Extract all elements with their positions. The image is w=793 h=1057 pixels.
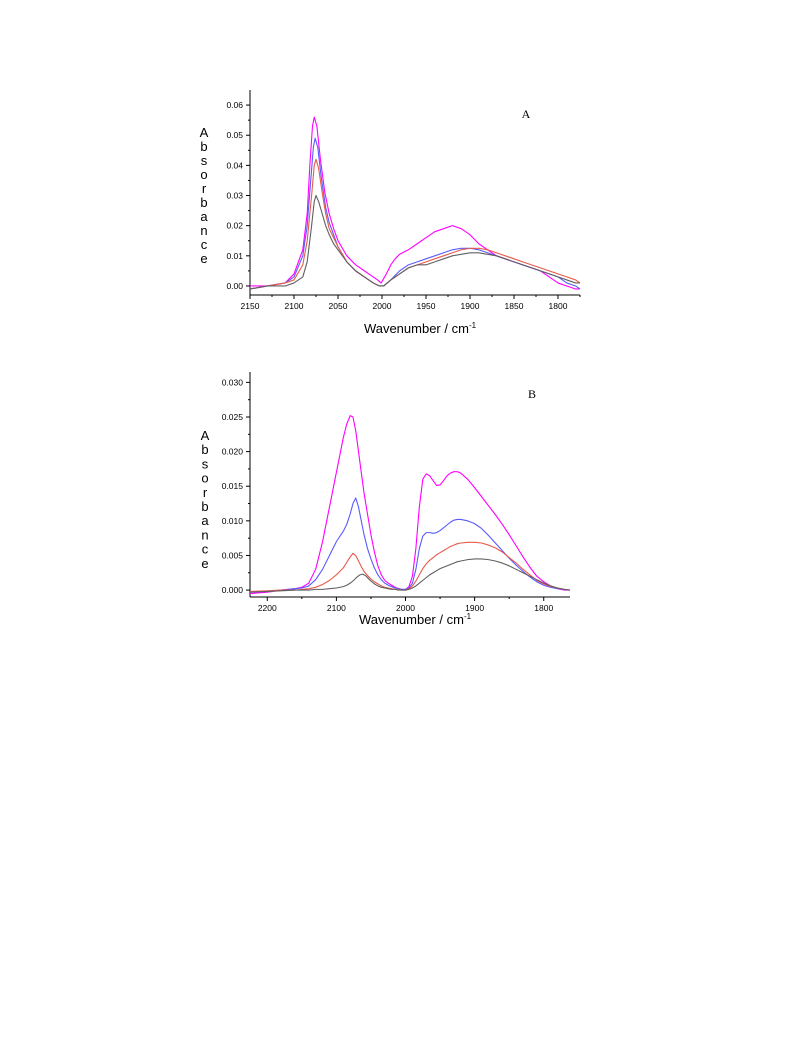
x-axis-title-superscript: -1 <box>464 612 472 621</box>
x-tick-label: 2150 <box>241 301 260 311</box>
y-axis-title-letter: b <box>201 499 208 514</box>
x-axis-title: Wavenumber / cm-1 <box>359 612 472 627</box>
x-tick-label: 2050 <box>329 301 348 311</box>
x-tick-label: 1900 <box>465 603 484 613</box>
y-axis-title-letter: c <box>202 542 209 557</box>
x-tick-label: 2100 <box>285 301 304 311</box>
y-axis-title-letter: r <box>203 485 208 500</box>
y-axis-title-letter: c <box>201 237 208 252</box>
series-line-3 <box>249 158 581 290</box>
x-axis-title-superscript: -1 <box>469 321 477 330</box>
y-tick-label: 0.02 <box>226 221 243 231</box>
y-tick-label: 0.01 <box>226 251 243 261</box>
y-tick-label: 0.04 <box>226 160 243 170</box>
x-tick-label: 2100 <box>327 603 346 613</box>
y-axis-title-letter: o <box>200 167 207 182</box>
x-tick-label: 1800 <box>534 603 553 613</box>
chart-panel-a: 0.00 0.01 0.02 0.03 0.04 0.05 0.06 2150 2100 2050… <box>200 90 581 336</box>
x-tick-label: 2000 <box>396 603 415 613</box>
y-tick-label: 0.020 <box>222 447 244 457</box>
y-axis-title-letter: A <box>200 125 209 140</box>
x-tick-label: 2000 <box>373 301 392 311</box>
series-line-4 <box>249 194 580 290</box>
y-axis-title-letter: n <box>200 223 207 238</box>
x-tick-label: 1800 <box>549 301 568 311</box>
y-axis-title-letter: r <box>202 181 207 196</box>
y-axis-title-letter: b <box>201 442 208 457</box>
panel-label: B <box>528 387 536 401</box>
y-axis-title-letter: a <box>200 209 208 224</box>
y-tick-label: 0.030 <box>222 377 244 387</box>
series-line-1 <box>249 415 570 595</box>
chart-panel-b: 0.000 0.005 0.010 0.015 0.020 0.025 0.030 2200 2… <box>201 372 571 627</box>
y-axis-title-letter: e <box>201 556 208 571</box>
x-axis-title-text: Wavenumber / cm <box>359 612 464 627</box>
y-axis-title-letter: s <box>201 153 208 168</box>
panel-label: A <box>522 107 531 121</box>
y-tick-label: 0.005 <box>222 550 244 560</box>
y-axis-title-letter: b <box>200 139 207 154</box>
y-tick-label: 0.00 <box>226 281 243 291</box>
y-tick-label: 0.025 <box>222 412 244 422</box>
y-axis-title-letter: A <box>201 428 210 443</box>
x-tick-label: 2200 <box>258 603 277 613</box>
x-tick-label: 1950 <box>417 301 436 311</box>
y-axis-title-letter: n <box>201 527 208 542</box>
y-axis-title-letter: a <box>201 513 209 528</box>
series-line-2 <box>249 137 581 290</box>
y-tick-label: 0.05 <box>226 130 243 140</box>
y-tick-label: 0.015 <box>222 481 244 491</box>
x-tick-label: 1900 <box>461 301 480 311</box>
y-axis-title-letter: b <box>200 195 207 210</box>
series-line-4 <box>249 558 571 593</box>
series-line-3 <box>249 541 571 593</box>
y-tick-label: 0.000 <box>222 585 244 595</box>
x-axis-title-text: Wavenumber / cm <box>364 321 469 336</box>
y-tick-label: 0.06 <box>226 100 243 110</box>
series-line-2 <box>249 497 571 593</box>
y-tick-label: 0.03 <box>226 191 243 201</box>
y-axis-title-letter: o <box>201 471 208 486</box>
y-tick-label: 0.010 <box>222 516 244 526</box>
y-axis-title-letter: e <box>200 251 207 266</box>
y-axis-title-letter: s <box>202 456 209 471</box>
x-tick-label: 1850 <box>505 301 524 311</box>
x-axis-title: Wavenumber / cm-1 <box>364 321 477 336</box>
